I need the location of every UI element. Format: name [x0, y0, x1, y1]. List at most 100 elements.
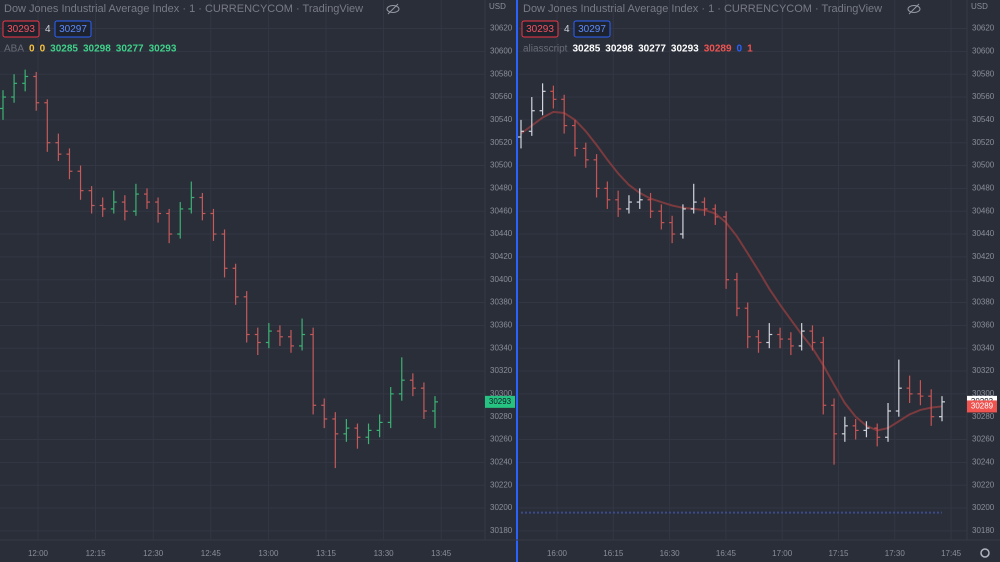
indicator-value: 30285: [50, 44, 78, 55]
y-tick-label: 30380: [972, 298, 995, 307]
y-tick-label: 30460: [490, 206, 513, 215]
x-tick-label: 17:00: [772, 549, 793, 558]
y-tick-label: 30560: [972, 92, 995, 101]
y-tick-label: 30220: [972, 480, 995, 489]
y-tick-label: 30420: [972, 252, 995, 261]
chart-title: Dow Jones Industrial Average Index · 1 ·…: [4, 3, 363, 15]
y-tick-label: 30340: [490, 343, 513, 352]
indicator-value: 30293: [671, 44, 699, 55]
y-tick-label: 30600: [972, 46, 995, 55]
chart-title: Dow Jones Industrial Average Index · 1 ·…: [523, 3, 882, 15]
indicator-value: 0: [40, 44, 46, 55]
y-tick-label: 30280: [490, 412, 513, 421]
y-tick-label: 30260: [490, 435, 513, 444]
y-tick-label: 30260: [972, 435, 995, 444]
price-badge-text: 30293: [526, 24, 554, 35]
y-tick-label: 30520: [972, 138, 995, 147]
price-label: 30289: [971, 402, 994, 411]
indicator-value: 0: [737, 44, 743, 55]
x-tick-label: 12:00: [28, 549, 49, 558]
x-tick-label: 12:45: [201, 549, 222, 558]
price-badge[interactable]: [573, 20, 611, 38]
eye-icon[interactable]: [386, 5, 400, 13]
y-tick-label: 30620: [972, 24, 995, 33]
y-tick-label: 30360: [972, 320, 995, 329]
y-tick-label: 30360: [490, 320, 513, 329]
y-tick-label: 30320: [490, 366, 513, 375]
y-tick-label: 30600: [490, 46, 513, 55]
currency: USD: [489, 2, 506, 11]
indicator-value: 30285: [572, 44, 600, 55]
y-tick-label: 30480: [490, 183, 513, 192]
visibility-toggle[interactable]: [907, 3, 921, 15]
price-badge[interactable]: [54, 20, 92, 38]
x-tick-label: 16:45: [716, 549, 737, 558]
y-tick-label: 30380: [490, 298, 513, 307]
indicator-value: 30298: [605, 44, 633, 55]
x-tick-label: 16:15: [603, 549, 624, 558]
settings-icon[interactable]: [980, 548, 990, 558]
indicator-value: 30289: [704, 44, 732, 55]
badge-count: 4: [564, 24, 570, 35]
x-tick-label: 17:30: [885, 549, 906, 558]
y-tick-label: 30580: [972, 69, 995, 78]
y-tick-label: 30340: [972, 343, 995, 352]
indicator-value: 30298: [83, 44, 111, 55]
badge-count: 4: [45, 24, 51, 35]
y-tick-label: 30520: [490, 138, 513, 147]
y-tick-label: 30200: [972, 503, 995, 512]
y-tick-label: 30420: [490, 252, 513, 261]
eye-slash[interactable]: [387, 3, 399, 15]
y-tick-label: 30440: [490, 229, 513, 238]
y-tick-label: 30560: [490, 92, 513, 101]
price-label-box: [967, 400, 997, 413]
indicator-name: aliasscript: [523, 44, 568, 55]
price-badge[interactable]: [521, 20, 559, 38]
price-badge-text: 30297: [578, 24, 606, 35]
y-tick-label: 30300: [972, 389, 995, 398]
x-tick-label: 12:30: [143, 549, 164, 558]
x-tick-label: 13:45: [431, 549, 452, 558]
y-tick-label: 30440: [972, 229, 995, 238]
y-tick-label: 30580: [490, 69, 513, 78]
x-tick-label: 13:30: [374, 549, 395, 558]
indicator-value: 1: [747, 44, 753, 55]
indicator-value: 0: [29, 44, 35, 55]
price-badge-text: 30297: [59, 24, 87, 35]
eye-icon[interactable]: [907, 5, 921, 13]
x-tick-label: 12:15: [86, 549, 107, 558]
price-badge-text: 30293: [7, 24, 35, 35]
visibility-toggle[interactable]: [386, 3, 400, 15]
y-tick-label: 30480: [972, 183, 995, 192]
indicator-value: 30293: [149, 44, 177, 55]
y-tick-label: 30280: [972, 412, 995, 421]
y-tick-label: 30620: [490, 24, 513, 33]
moving-average: [520, 110, 943, 432]
x-tick-label: 16:30: [660, 549, 681, 558]
y-tick-label: 30400: [490, 275, 513, 284]
y-tick-label: 30180: [972, 526, 995, 535]
y-tick-label: 30500: [490, 161, 513, 170]
y-tick-label: 30300: [490, 389, 513, 398]
price-label-box: [485, 395, 515, 408]
price-badge[interactable]: [2, 20, 40, 38]
y-tick-label: 30540: [972, 115, 995, 124]
y-tick-label: 30200: [490, 503, 513, 512]
y-tick-label: 30460: [972, 206, 995, 215]
y-tick-label: 30320: [972, 366, 995, 375]
y-tick-label: 30240: [490, 457, 513, 466]
x-tick-label: 17:15: [828, 549, 849, 558]
x-tick-label: 17:45: [941, 549, 962, 558]
x-tick-label: 13:15: [316, 549, 337, 558]
y-tick-label: 30500: [972, 161, 995, 170]
x-tick-label: 13:00: [258, 549, 279, 558]
y-tick-label: 30180: [490, 526, 513, 535]
x-tick-label: 16:00: [547, 549, 568, 558]
indicator-value: 30277: [116, 44, 144, 55]
eye-slash[interactable]: [908, 3, 920, 15]
gear[interactable]: [980, 548, 990, 558]
y-tick-label: 30240: [972, 457, 995, 466]
